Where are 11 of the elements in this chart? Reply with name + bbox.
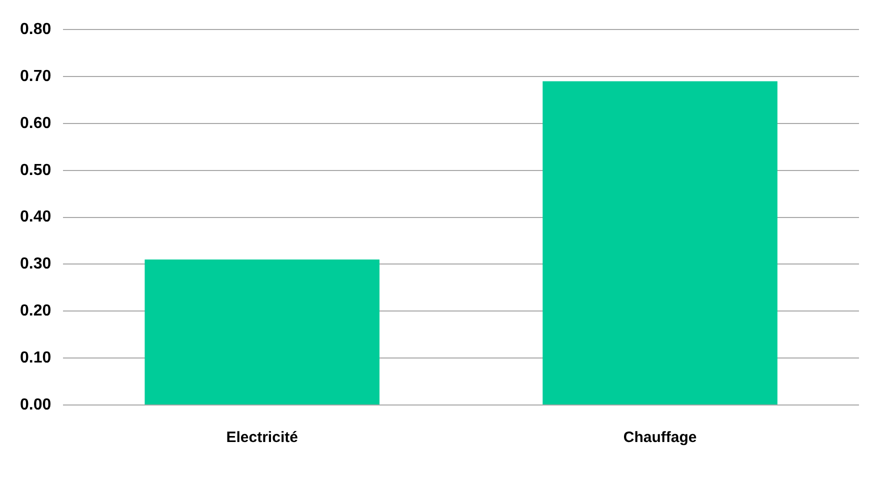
x-tick-label: Chauffage	[623, 429, 697, 446]
y-tick-label: 0.60	[20, 114, 52, 132]
y-tick-label: 0.20	[20, 302, 52, 320]
y-tick-label: 0.40	[20, 208, 52, 226]
x-tick-label: Electricité	[226, 429, 298, 446]
y-tick-label: 0.50	[20, 162, 52, 179]
y-tick-label: 0.00	[20, 396, 52, 414]
y-tick-label: 0.10	[20, 349, 52, 366]
y-tick-label: 0.30	[20, 256, 52, 273]
y-tick-label: 0.80	[20, 21, 52, 38]
y-tick-label: 0.70	[20, 68, 52, 85]
